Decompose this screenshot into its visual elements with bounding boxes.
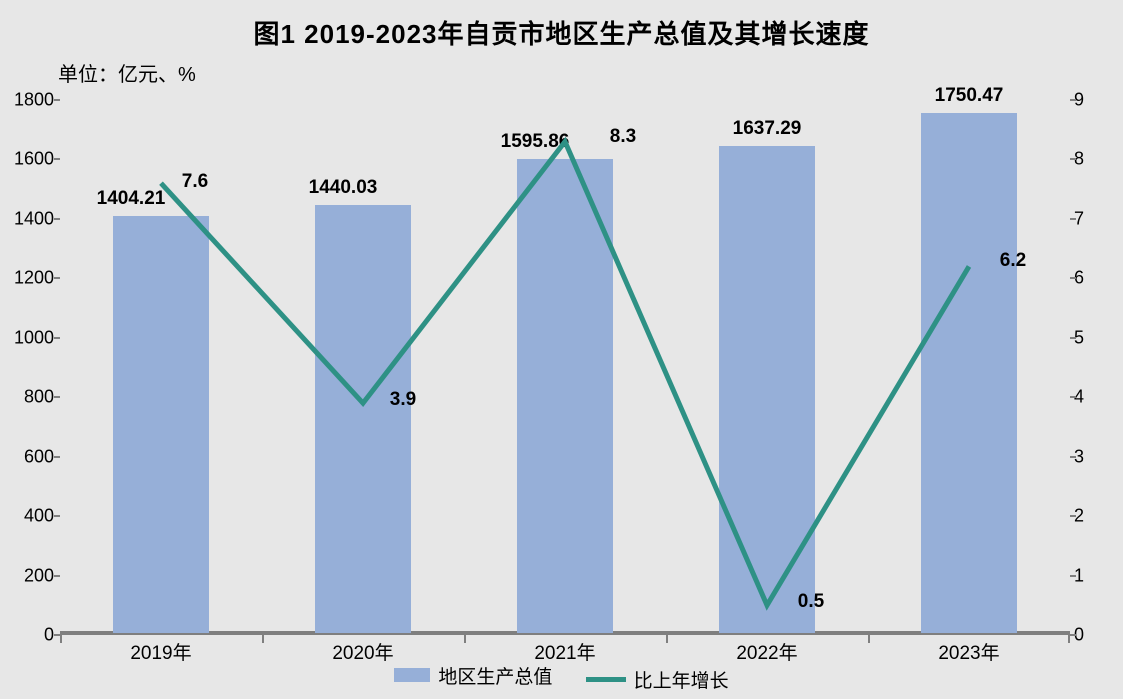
y-right-tick: 9 [1074,90,1100,111]
y-right-tick: 5 [1074,327,1100,348]
chart-title: 图1 2019-2023年自贡市地区生产总值及其增长速度 [0,14,1123,51]
chart-subtitle: 单位：亿元、% [58,58,196,87]
y-left-tick-mark [54,218,60,220]
bar [719,146,816,633]
y-left-tick: 1200 [14,268,54,289]
y-left-tick-mark [54,158,60,160]
bar-value-label: 1637.29 [733,118,802,140]
y-right-tick-mark [1070,158,1076,160]
legend-item-line: 比上年增长 [586,666,729,693]
legend: 地区生产总值 比上年增长 [0,662,1123,694]
y-left-tick: 200 [14,565,54,586]
legend-label-bar: 地区生产总值 [438,662,552,689]
plot-area: 0200400600800100012001400160018000123456… [60,100,1070,635]
y-left-tick: 600 [14,446,54,467]
bar [113,216,210,633]
y-right-tick-mark [1070,218,1076,220]
y-left-tick: 1600 [14,149,54,170]
legend-item-bar: 地区生产总值 [394,662,552,689]
y-left-tick: 1800 [14,90,54,111]
y-left-tick: 1000 [14,327,54,348]
x-tick-mark [868,635,870,643]
bar-value-label: 1750.47 [935,85,1004,107]
y-right-tick-mark [1070,396,1076,398]
y-left-tick-mark [54,277,60,279]
line-value-label: 8.3 [610,126,636,148]
gdp-chart: 图1 2019-2023年自贡市地区生产总值及其增长速度 单位：亿元、% 020… [0,0,1123,699]
y-left-tick-mark [54,456,60,458]
bar [921,113,1018,633]
y-left-tick-mark [54,515,60,517]
x-tick-mark [666,635,668,643]
bar-value-label: 1404.21 [97,188,166,210]
y-left-tick: 1400 [14,208,54,229]
y-right-tick: 3 [1074,446,1100,467]
y-right-tick-mark [1070,515,1076,517]
legend-swatch-line [586,677,626,682]
y-left-tick-mark [54,337,60,339]
y-right-tick: 1 [1074,565,1100,586]
y-right-tick-mark [1070,277,1076,279]
y-right-tick: 4 [1074,387,1100,408]
x-tick-mark [262,635,264,643]
y-right-tick: 7 [1074,208,1100,229]
line-value-label: 6.2 [1000,250,1026,272]
legend-swatch-bar [394,668,430,682]
line-value-label: 7.6 [182,171,208,193]
bar-value-label: 1440.03 [309,177,378,199]
x-tick-mark [464,635,466,643]
y-right-tick: 8 [1074,149,1100,170]
y-left-tick: 0 [14,625,54,646]
y-right-tick: 0 [1074,625,1100,646]
y-left-tick: 800 [14,387,54,408]
line-value-label: 3.9 [390,389,416,411]
y-right-tick: 6 [1074,268,1100,289]
y-right-tick-mark [1070,634,1076,636]
y-right-tick: 2 [1074,506,1100,527]
y-left-tick-mark [54,99,60,101]
y-right-tick-mark [1070,337,1076,339]
y-right-tick-mark [1070,575,1076,577]
y-left-tick-mark [54,575,60,577]
y-right-tick-mark [1070,456,1076,458]
x-tick-mark [1068,635,1070,643]
legend-label-line: 比上年增长 [634,666,729,693]
y-left-tick-mark [54,396,60,398]
x-tick-mark [60,635,62,643]
y-left-tick: 400 [14,506,54,527]
line-value-label: 0.5 [798,591,824,613]
bar [315,205,412,633]
y-right-tick-mark [1070,99,1076,101]
bar [517,159,614,633]
bar-value-label: 1595.86 [501,131,570,153]
